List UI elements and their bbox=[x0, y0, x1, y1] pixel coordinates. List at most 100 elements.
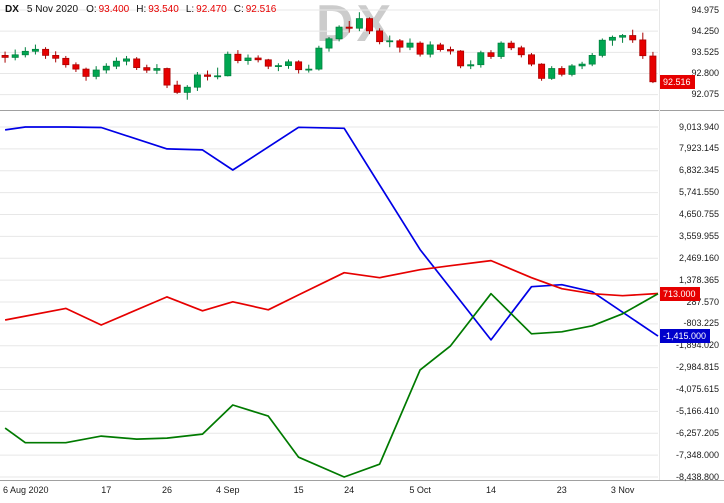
candle-down bbox=[173, 84, 181, 93]
candle-up bbox=[92, 69, 100, 77]
candle-up bbox=[112, 60, 120, 67]
red-line bbox=[4, 259, 659, 326]
candle-up bbox=[183, 86, 191, 93]
price-tick-label: 94.250 bbox=[691, 25, 719, 36]
candle-up bbox=[467, 64, 475, 67]
candle-up bbox=[497, 42, 505, 57]
candle-down bbox=[62, 57, 70, 66]
indicator-tick-label: -2,984.815 bbox=[675, 362, 719, 373]
candle-up bbox=[214, 75, 222, 78]
indicator-tick-label: 3,559.955 bbox=[678, 230, 719, 241]
time-axis-label: 4 Sep bbox=[216, 485, 240, 495]
price-tick-label: 92.075 bbox=[691, 89, 719, 100]
time-axis[interactable]: 6 Aug 2020 17 26 4 Sep 15 24 5 Oct 14 23 3 Nov bbox=[0, 484, 660, 502]
time-axis-label: 15 bbox=[293, 485, 304, 495]
candle-up bbox=[548, 68, 556, 79]
time-axis-label: 26 bbox=[161, 485, 172, 495]
time-axis-label: 17 bbox=[101, 485, 112, 495]
candle-up bbox=[619, 35, 627, 38]
candle-up bbox=[102, 65, 110, 71]
candle-up bbox=[325, 38, 333, 49]
low-value: 92.470 bbox=[196, 4, 227, 15]
indicator-tick-label: -4,075.615 bbox=[675, 384, 719, 394]
candle-up bbox=[153, 68, 161, 71]
high-label: H: bbox=[136, 4, 147, 15]
candle-up bbox=[274, 65, 282, 67]
indicator-tick-label: -1,894.020 bbox=[675, 340, 719, 351]
candle-up bbox=[477, 52, 485, 66]
candle-up bbox=[193, 74, 201, 88]
candle-down bbox=[416, 42, 424, 55]
candle-up bbox=[285, 61, 292, 66]
indicator-tick-label: 2,469.160 bbox=[678, 252, 719, 263]
candle-up bbox=[568, 65, 576, 75]
candle-down bbox=[517, 47, 525, 56]
indicator-tick-label: 287.570 bbox=[686, 296, 719, 307]
candle-down bbox=[558, 68, 566, 75]
green-line bbox=[4, 292, 659, 478]
candle-down bbox=[396, 40, 404, 48]
indicator-value-badge: 713.000 bbox=[660, 286, 700, 301]
candle-down bbox=[447, 49, 454, 52]
time-axis-label: 24 bbox=[344, 485, 355, 495]
low-label: L: bbox=[185, 4, 195, 15]
candle-down bbox=[264, 59, 272, 67]
indicator-tick-label: 6,832.345 bbox=[678, 165, 719, 176]
candle-down bbox=[82, 68, 90, 77]
value-axis[interactable]: 94.975 94.250 93.525 92.800 92.075 9,013.940 7… bbox=[660, 0, 724, 503]
candle-down bbox=[366, 18, 373, 32]
last-price-badge: 92.516 bbox=[660, 74, 695, 89]
indicator-tick-label: 7,923.145 bbox=[678, 143, 719, 154]
close-label: C: bbox=[233, 4, 244, 15]
price-tick-label: 94.975 bbox=[691, 4, 719, 15]
candle-up bbox=[598, 39, 606, 56]
candle-up bbox=[588, 55, 596, 65]
indicator-tick-label: 9,013.940 bbox=[678, 121, 719, 132]
candle-down bbox=[538, 63, 546, 79]
candle-down bbox=[1, 55, 9, 58]
candle-down bbox=[376, 30, 384, 43]
candle-up bbox=[578, 63, 586, 67]
candle-down bbox=[487, 52, 495, 57]
price-tick-label: 92.800 bbox=[691, 68, 719, 78]
indicator-tick-label: -7,348.000 bbox=[675, 449, 719, 460]
candle-up bbox=[244, 57, 252, 61]
indicator-tick-label: 4,650.755 bbox=[678, 209, 719, 219]
candle-down bbox=[42, 48, 50, 56]
candle-up bbox=[11, 54, 19, 58]
candle-down bbox=[52, 55, 60, 59]
price-tick-label: 93.525 bbox=[691, 46, 719, 57]
indicator-tick-label: -803.225 bbox=[683, 318, 719, 329]
candle-up bbox=[305, 68, 313, 71]
symbol-label: DX bbox=[5, 4, 19, 15]
indicator-tick-label: -8,438.800 bbox=[675, 471, 719, 482]
candle-up bbox=[224, 53, 232, 77]
candle-down bbox=[345, 26, 353, 29]
candle-down bbox=[133, 58, 141, 68]
indicator-tick-label: 1,378.365 bbox=[678, 274, 719, 285]
blue-line bbox=[4, 126, 659, 341]
candle-up bbox=[608, 36, 616, 41]
bar-date-label: 5 Nov 2020 bbox=[26, 4, 79, 15]
candle-up bbox=[123, 58, 130, 62]
time-axis-label: 14 bbox=[485, 485, 496, 495]
indicator-tick-label: -6,257.205 bbox=[675, 427, 719, 438]
indicator-value-badge: -1,415.000 bbox=[660, 329, 711, 344]
candle-up bbox=[426, 44, 434, 55]
high-value: 93.540 bbox=[148, 4, 179, 15]
candle-down bbox=[72, 64, 80, 70]
candle-down bbox=[629, 35, 637, 41]
candle-up bbox=[355, 18, 363, 29]
candle-down bbox=[295, 61, 303, 71]
candle-up bbox=[406, 42, 414, 48]
candle-up bbox=[31, 48, 39, 52]
time-axis-label: 3 Nov bbox=[610, 485, 635, 495]
time-axis-label: 6 Aug 2020 bbox=[3, 485, 49, 495]
candle-down bbox=[204, 74, 211, 77]
time-axis-label: 23 bbox=[556, 485, 567, 495]
close-value: 92.516 bbox=[245, 4, 277, 15]
candle-down bbox=[143, 67, 151, 71]
candle-down bbox=[639, 39, 647, 57]
open-label: O: bbox=[86, 4, 97, 15]
